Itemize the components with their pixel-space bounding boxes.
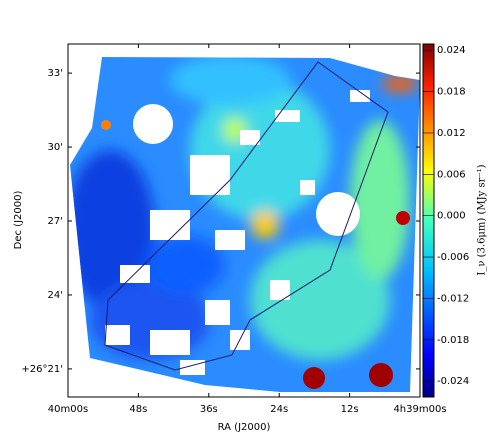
colorbar-label: I_ν (3.6μm) (MJy sr⁻¹) (477, 164, 488, 275)
colorbar-tick-label: -0.024 (437, 376, 469, 387)
colorbar-tick-label: 0.024 (437, 45, 466, 56)
intensity-image (70, 57, 420, 392)
x-tick-label: 12s (341, 404, 359, 415)
y-axis-label: Dec (J2000) (13, 191, 24, 250)
y-tick-label: 30' (48, 142, 63, 153)
x-tick-label: 40m00s (48, 404, 88, 415)
y-tick-label: +26°21' (21, 364, 63, 375)
y-tick-label: 24' (48, 290, 63, 301)
colorbar-tick-label: -0.012 (437, 293, 469, 304)
colorbar-tick-label: -0.018 (437, 335, 469, 346)
y-tick-label: 27' (48, 216, 63, 227)
x-tick-label: 4h39m00s (393, 404, 446, 415)
x-tick-label: 36s (200, 404, 218, 415)
x-axis-label: RA (J2000) (218, 422, 271, 433)
colorbar (422, 43, 435, 398)
colorbar-tick-label: 0.018 (437, 87, 466, 98)
y-tick-label: 33' (48, 68, 63, 79)
colorbar-tick-label: 0.006 (437, 169, 466, 180)
x-tick-label: 24s (270, 404, 288, 415)
x-tick-label: 48s (129, 404, 147, 415)
colorbar-tick-label: 0.000 (437, 211, 466, 222)
colorbar-tick-label: -0.006 (437, 252, 469, 263)
colorbar-tick-label: 0.012 (437, 128, 466, 139)
